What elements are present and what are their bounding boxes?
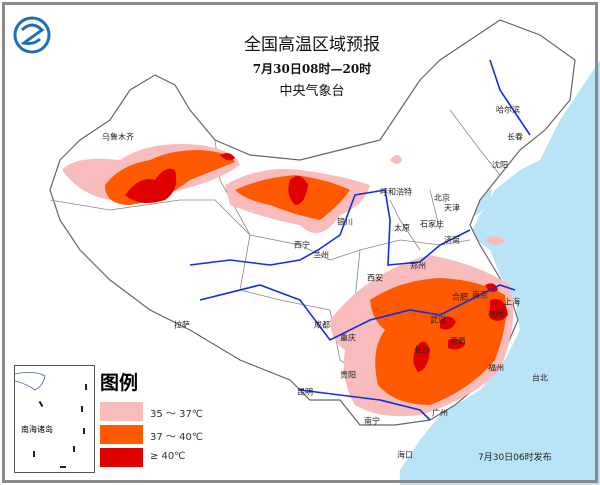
- city-label: 杭州: [488, 309, 504, 319]
- city-label: 武汉: [430, 315, 446, 325]
- city-label: 拉萨: [174, 320, 190, 330]
- city-label: 哈尔滨: [496, 105, 520, 115]
- issue-time: 7月30日06时发布: [478, 453, 552, 463]
- city-label: 济南: [444, 235, 460, 245]
- city-label: 郑州: [410, 261, 426, 271]
- city-label: 贵阳: [340, 370, 356, 380]
- city-label: 福州: [488, 363, 504, 373]
- city-label: 南京: [472, 290, 488, 300]
- inset-map: [15, 372, 87, 468]
- legend-swatch-40-plus: [100, 448, 143, 467]
- legend-swatch-37-40: [100, 425, 143, 444]
- legend-label-35-37: 35 ～ 37℃: [150, 409, 204, 420]
- city-label: 乌鲁木齐: [102, 132, 134, 142]
- city-label: 长春: [507, 132, 523, 142]
- city-label: 兰州: [313, 250, 329, 260]
- city-label: 重庆: [340, 333, 356, 343]
- legend-label-37-40: 37 ～ 40℃: [150, 432, 204, 443]
- city-label: 成都: [314, 320, 330, 330]
- forecast-period: 7月30日08时—20时: [252, 62, 372, 76]
- rivers: [189, 59, 531, 421]
- city-label: 台北: [532, 373, 548, 383]
- city-label: 合肥: [452, 292, 468, 302]
- city-label: 沈阳: [492, 160, 508, 170]
- city-label: 呼和浩特: [380, 187, 412, 197]
- inset-label: 南海诸岛: [21, 425, 53, 434]
- city-label: 广州: [432, 408, 448, 418]
- sea: [400, 60, 600, 485]
- map-title: 全国高温区域预报: [244, 35, 380, 55]
- city-label: 南宁: [364, 416, 380, 426]
- city-label: 昆明: [297, 387, 313, 397]
- south-china-sea-inset: 南海诸岛: [14, 365, 95, 473]
- legend-swatch-35-37: [100, 402, 143, 421]
- legend-label-40-plus: ≥ 40℃: [150, 451, 186, 462]
- city-label: 天津: [444, 203, 460, 213]
- city-label: 北京: [434, 193, 450, 203]
- city-label: 银川: [337, 217, 353, 227]
- city-label: 南昌: [450, 336, 466, 346]
- city-label: 石家庄: [420, 219, 444, 229]
- city-label: 西宁: [294, 240, 310, 250]
- city-label: 海口: [397, 450, 413, 460]
- city-label: 西安: [367, 273, 383, 283]
- organization: 中央气象台: [279, 84, 345, 99]
- city-label: 太原: [394, 223, 410, 233]
- cma-logo-icon: [13, 16, 51, 54]
- city-label: 长沙: [414, 345, 430, 355]
- heat-40-plus: [125, 153, 508, 372]
- city-label: 上海: [504, 297, 520, 307]
- legend-title: 图例: [100, 372, 139, 394]
